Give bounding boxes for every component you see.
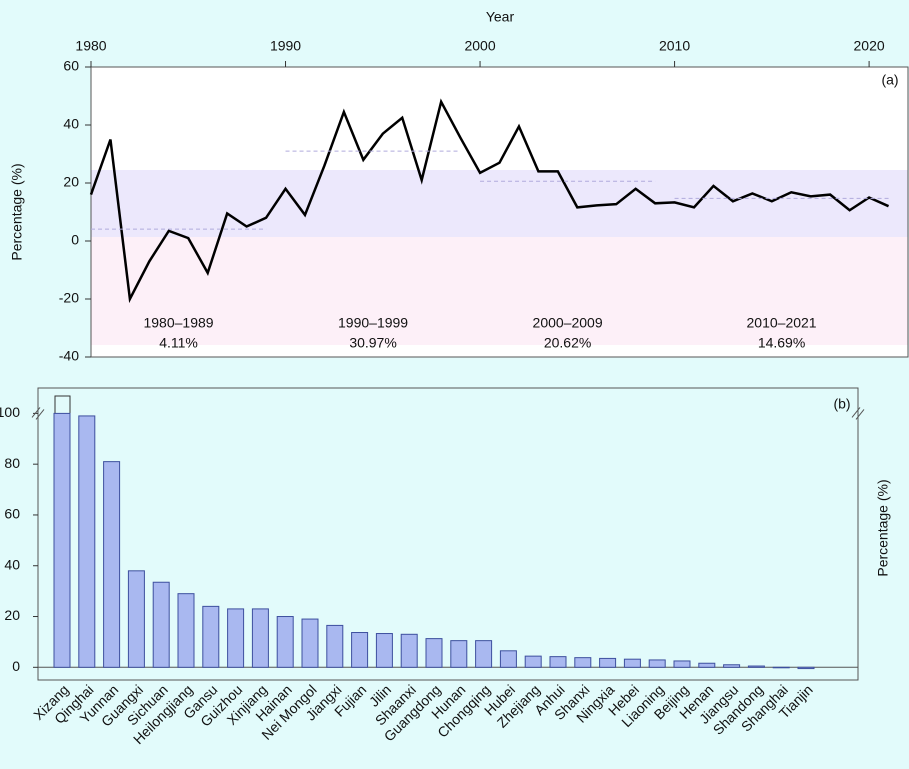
y-axis-title: Percentage (%) xyxy=(9,163,25,260)
bar xyxy=(251,608,269,668)
x-axis-title: Year xyxy=(486,9,515,25)
panel-label: (a) xyxy=(881,72,898,88)
bar xyxy=(78,415,96,668)
y-tick-label: 60 xyxy=(4,506,20,522)
bar xyxy=(574,657,592,668)
x-tick-label: 2000 xyxy=(464,38,495,54)
period-value: 14.69% xyxy=(758,335,805,351)
x-tick-label: 1990 xyxy=(270,38,301,54)
bar xyxy=(499,650,517,668)
y-tick-label: -20 xyxy=(59,290,79,306)
y-tick-label: 100 xyxy=(0,404,20,420)
x-tick-label: 2010 xyxy=(659,38,690,54)
bar xyxy=(723,664,741,668)
period-value: 20.62% xyxy=(544,335,591,351)
panel-label: (b) xyxy=(833,396,850,412)
data-line xyxy=(89,98,890,304)
bar xyxy=(127,570,145,668)
bar xyxy=(549,656,567,668)
x-tick-label: 1980 xyxy=(75,38,106,54)
y-tick-label: 0 xyxy=(12,658,20,674)
axis-break xyxy=(855,409,865,420)
bar xyxy=(747,665,765,668)
bar xyxy=(648,659,666,668)
bar xyxy=(698,662,716,668)
bar xyxy=(400,633,418,668)
y-tick-label: 40 xyxy=(4,556,20,572)
bar xyxy=(152,581,170,668)
axis-break xyxy=(31,407,41,418)
bar xyxy=(599,657,617,668)
y-tick-label: 0 xyxy=(71,232,79,248)
y-axis-title: Percentage (%) xyxy=(875,479,891,576)
y-tick-label: 60 xyxy=(63,58,79,74)
period-label: 1980–1989 xyxy=(143,315,213,331)
y-tick-label: 20 xyxy=(63,174,79,190)
bar xyxy=(375,633,393,668)
bar xyxy=(276,616,294,668)
axis-break xyxy=(851,407,861,418)
period-label: 2010–2021 xyxy=(747,315,817,331)
bar xyxy=(475,640,493,668)
y-tick-label: 40 xyxy=(63,116,79,132)
bar xyxy=(450,640,468,668)
y-tick-label: 80 xyxy=(4,455,20,471)
y-tick-label: 20 xyxy=(4,607,20,623)
y-tick-label: -40 xyxy=(59,348,79,364)
panel-b-frame xyxy=(37,387,859,681)
bar xyxy=(227,608,245,668)
period-value: 4.11% xyxy=(159,335,198,351)
bar xyxy=(202,605,220,668)
bar xyxy=(797,666,815,670)
period-value: 30.97% xyxy=(349,335,396,351)
bar xyxy=(326,624,344,668)
period-label: 2000–2009 xyxy=(533,315,603,331)
period-label: 1990–1999 xyxy=(338,315,408,331)
legend-box xyxy=(54,395,71,415)
x-tick-label: 2020 xyxy=(854,38,885,54)
bar xyxy=(425,638,443,668)
bar xyxy=(301,618,319,668)
bar xyxy=(524,655,542,668)
bar xyxy=(53,412,71,668)
bar xyxy=(673,660,691,668)
bar xyxy=(177,593,195,668)
bar xyxy=(103,461,121,668)
panel-a-frame xyxy=(90,66,909,358)
band xyxy=(91,237,908,345)
bar xyxy=(772,666,790,669)
bar xyxy=(623,658,641,668)
axis-break xyxy=(35,409,45,420)
bar xyxy=(351,632,369,668)
band xyxy=(91,170,908,237)
